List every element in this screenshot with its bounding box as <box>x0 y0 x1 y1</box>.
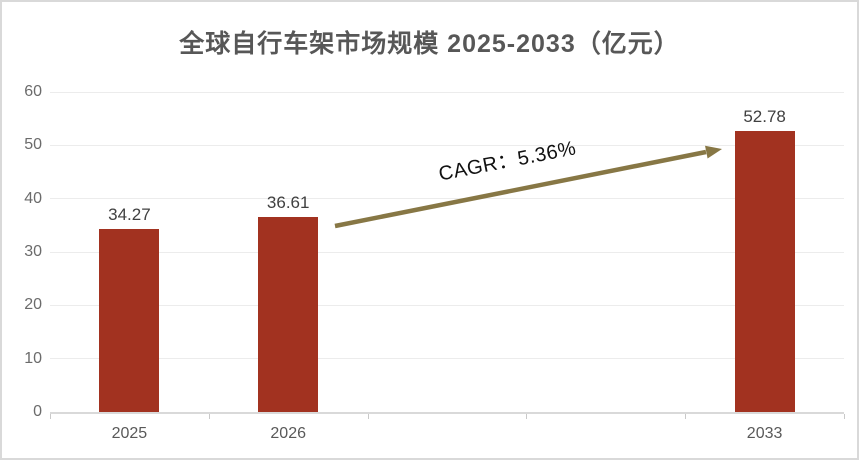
gridline-y-50 <box>50 144 844 146</box>
y-axis-tick-label: 50 <box>24 136 42 154</box>
cagr-annotation: CAGR：5.36% <box>436 137 579 186</box>
x-axis-category-label: 2025 <box>111 425 148 442</box>
y-axis-tick-label: 0 <box>33 403 42 420</box>
gridline-y-10 <box>50 358 844 360</box>
x-axis-tick <box>208 414 210 419</box>
y-axis-tick-label: 40 <box>24 189 42 207</box>
bar-value-label: 52.78 <box>743 106 786 126</box>
bar-value-label: 34.27 <box>108 205 151 225</box>
y-axis-tick-label: 10 <box>24 349 42 367</box>
cagr-arrowhead <box>705 145 722 159</box>
gridline-y-30 <box>50 251 844 253</box>
bar-2025 <box>99 229 160 412</box>
y-axis-tick-label: 60 <box>24 83 42 100</box>
x-axis-tick <box>367 414 369 419</box>
bar-2033 <box>734 130 795 412</box>
gridline-y-20 <box>50 304 844 306</box>
y-axis-tick-label: 30 <box>24 243 42 260</box>
bar-2026 <box>258 216 319 412</box>
x-axis-tick <box>685 414 687 419</box>
x-axis-tick <box>526 414 528 419</box>
x-axis-tick <box>50 414 51 419</box>
y-axis-tick-label: 20 <box>24 296 42 314</box>
chart-title: 全球自行车架市场规模 2025-2033（亿元） <box>179 30 680 58</box>
gridline-y-60 <box>50 91 844 93</box>
x-axis-line <box>50 412 844 414</box>
bar-value-label: 36.61 <box>266 192 310 212</box>
x-axis-category-label: 2026 <box>270 425 306 442</box>
x-axis-category-label: 2033 <box>746 425 783 442</box>
x-axis-tick <box>844 414 845 419</box>
gridline-y-40 <box>50 198 844 200</box>
